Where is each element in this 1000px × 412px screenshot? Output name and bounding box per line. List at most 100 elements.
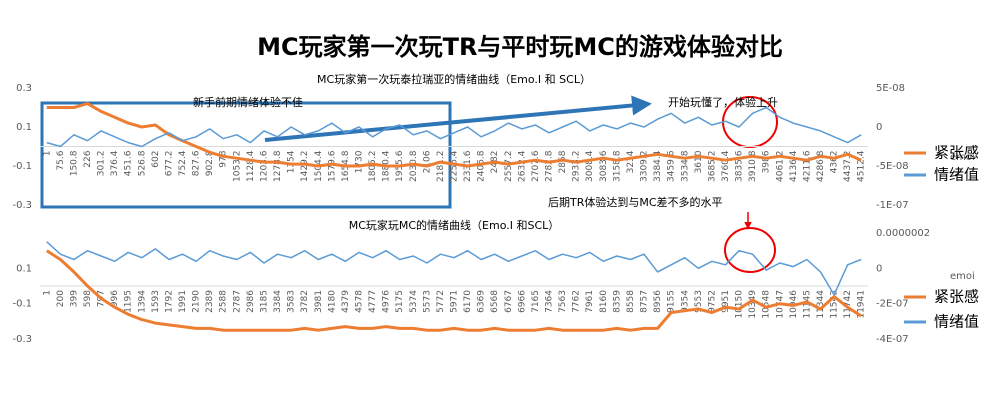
x-tick-label: 4362 — [830, 151, 840, 174]
x-tick-label: 7961 — [585, 290, 595, 313]
x-tick-label: 4286.8 — [816, 150, 826, 182]
legend-label: 紧张感 — [934, 288, 979, 306]
y2-tick-label: 5E-08 — [876, 83, 905, 94]
x-tick-label: 11543 — [830, 290, 840, 319]
x-tick-label: 4578 — [354, 290, 364, 313]
x-tick-label: 9155 — [667, 290, 677, 313]
chart-title: MC玩家玩MC的情绪曲线（Emo.I 和SCL） — [349, 218, 560, 232]
x-tick-label: 5175 — [395, 290, 405, 313]
x-tick-label: 1991 — [178, 290, 188, 313]
x-tick-label: 200 — [56, 290, 66, 307]
x-tick-label: 6767 — [504, 290, 514, 313]
x-tick-label: 3459.6 — [667, 150, 677, 182]
x-tick-label: 2106 — [422, 150, 432, 173]
x-tick-label: 3234 — [626, 150, 636, 173]
trend-arrow — [264, 95, 652, 142]
y2-tick-label: -4E-07 — [876, 334, 909, 345]
x-tick-label: 2933.2 — [572, 151, 582, 183]
x-tick-label: 4379 — [341, 290, 351, 313]
x-tick-label: 1579.6 — [327, 150, 337, 182]
y2-axis-label: emoi — [950, 152, 975, 163]
x-tick-label: 1128.4 — [246, 150, 256, 182]
x-tick-label: 3910.8 — [748, 150, 758, 182]
x-tick-label: 1195 — [124, 290, 134, 313]
x-tick-label: 3534.8 — [680, 150, 690, 182]
y2-tick-label: 0.0000002 — [876, 228, 930, 239]
x-tick-label: 1 — [42, 290, 52, 296]
x-tick-label: 11344 — [816, 290, 826, 319]
legend-label: 情绪值 — [934, 313, 979, 331]
x-tick-label: 4976 — [382, 290, 392, 313]
x-tick-label: 978 — [219, 150, 229, 167]
x-tick-label: 2632.4 — [517, 150, 527, 182]
x-tick-label: 3986 — [762, 150, 772, 173]
x-tick-label: 4512.4 — [857, 150, 867, 182]
x-tick-label: 1203.6 — [259, 150, 269, 182]
x-tick-label: 2588 — [219, 290, 229, 313]
x-tick-label: 301.2 — [97, 151, 107, 177]
x-tick-label: 1730 — [354, 150, 364, 173]
highlight-circle — [724, 227, 776, 273]
x-tick-label: 1429.2 — [300, 151, 310, 183]
x-tick-label: 902.8 — [205, 150, 215, 176]
x-tick-label: 827.6 — [192, 150, 202, 176]
x-tick-label: 752.4 — [178, 150, 188, 176]
x-tick-label: 3008.4 — [585, 150, 595, 182]
series-line — [46, 241, 862, 296]
x-tick-label: 9951 — [721, 290, 731, 313]
x-tick-label: 4437.2 — [843, 151, 853, 183]
x-tick-label: 2557.2 — [504, 150, 514, 182]
x-tick-label: 996 — [110, 290, 120, 307]
x-tick-label: 5971 — [450, 290, 460, 313]
x-tick-label: 6170 — [463, 290, 473, 313]
annotation: 后期TR体验达到与MC差不多的水平 — [548, 195, 723, 209]
x-tick-label: 2190 — [192, 290, 202, 313]
x-tick-label: 5772 — [436, 290, 446, 313]
x-tick-label: 4061.2 — [775, 151, 785, 183]
x-tick-label: 2782.8 — [545, 150, 555, 182]
x-tick-label: 226 — [83, 150, 93, 167]
x-tick-label: 4211.6 — [802, 150, 812, 182]
x-tick-label: 3158.8 — [612, 150, 622, 182]
x-tick-label: 451.6 — [124, 150, 134, 176]
x-tick-label: 8558 — [626, 290, 636, 313]
y-tick-label: -0.1 — [12, 161, 32, 172]
x-tick-label: 9553 — [694, 290, 704, 313]
y2-axis-label: emoi — [950, 271, 975, 282]
x-tick-label: 4180 — [327, 290, 337, 313]
x-tick-label: 7165 — [531, 290, 541, 313]
x-tick-label: 11145 — [802, 290, 812, 319]
x-tick-label: 8359 — [612, 290, 622, 313]
x-tick-label: 8757 — [640, 290, 650, 313]
y2-tick-label: -1E-07 — [876, 200, 909, 211]
x-tick-label: 11742 — [843, 290, 853, 319]
x-tick-label: 6369 — [477, 290, 487, 313]
x-tick-label: 3384.4 — [653, 150, 663, 182]
chart-title: MC玩家第一次玩泰拉瑞亚的情绪曲线（Emo.I 和 SCL） — [317, 72, 591, 86]
x-tick-label: 399 — [69, 290, 79, 307]
x-tick-label: 376.4 — [110, 150, 120, 176]
slide-title: MC玩家第一次玩TR与平时玩MC的游戏体验对比 — [257, 33, 783, 61]
annotation: 开始玩懂了，体验上升 — [668, 95, 778, 109]
x-tick-label: 8160 — [599, 290, 609, 313]
x-tick-label: 7563 — [558, 290, 568, 313]
highlight-box — [40, 101, 452, 209]
x-tick-label: 2986 — [246, 290, 256, 313]
x-tick-label: 2389 — [205, 290, 215, 313]
x-tick-label: 1354 — [287, 150, 297, 173]
x-tick-label: 2256.4 — [450, 150, 460, 182]
x-tick-label: 3760.4 — [721, 150, 731, 182]
x-tick-label: 3185 — [259, 290, 269, 313]
x-tick-label: 3981 — [314, 290, 324, 313]
x-tick-label: 9354 — [680, 290, 690, 313]
x-tick-label: 6568 — [490, 290, 500, 313]
y2-tick-label: -5E-08 — [876, 161, 909, 172]
x-tick-label: 2181.2 — [436, 151, 446, 183]
x-tick-label: 10548 — [762, 290, 772, 319]
y2-tick-label: 0 — [876, 263, 882, 274]
x-tick-label: 3309.2 — [640, 151, 650, 183]
x-tick-label: 4777 — [368, 290, 378, 313]
x-tick-label: 526.8 — [137, 150, 147, 176]
y-tick-label: -0.1 — [12, 299, 32, 310]
